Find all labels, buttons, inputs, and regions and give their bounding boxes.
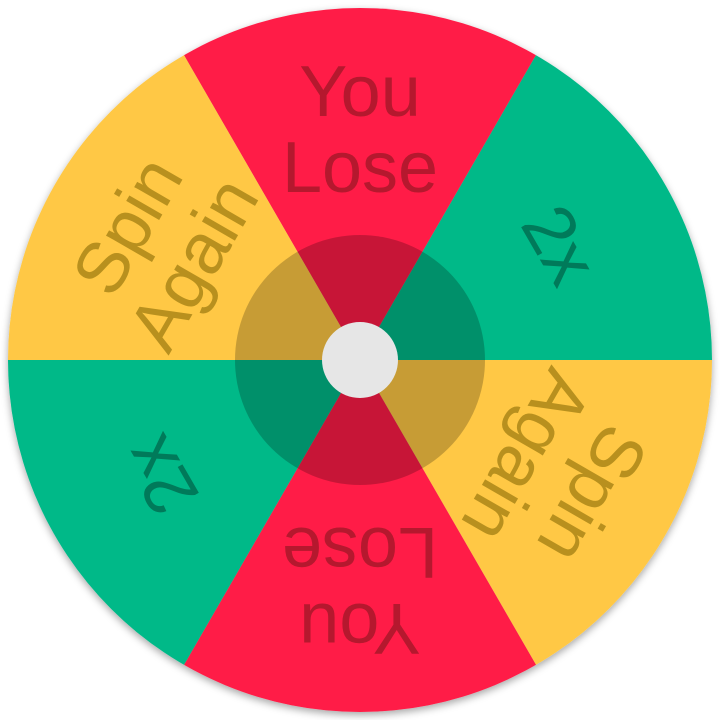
wheel-segment [100,360,620,712]
svg-text:YouLose: YouLose [282,52,438,208]
segment-label-line: Lose [282,512,438,592]
svg-text:YouLose: YouLose [282,512,438,668]
segment-label-line: You [299,588,421,668]
segment-label-line: Lose [282,128,438,208]
segment-label-line: You [299,52,421,132]
wheel-center-hub[interactable] [322,322,398,398]
wheel-segment [360,8,712,360]
wheel-segment [100,8,620,360]
wheel-segment [8,360,360,712]
wheel-segment [360,360,712,712]
wheel-segment-label: YouLose [282,512,438,668]
wheel-segment [8,8,360,360]
